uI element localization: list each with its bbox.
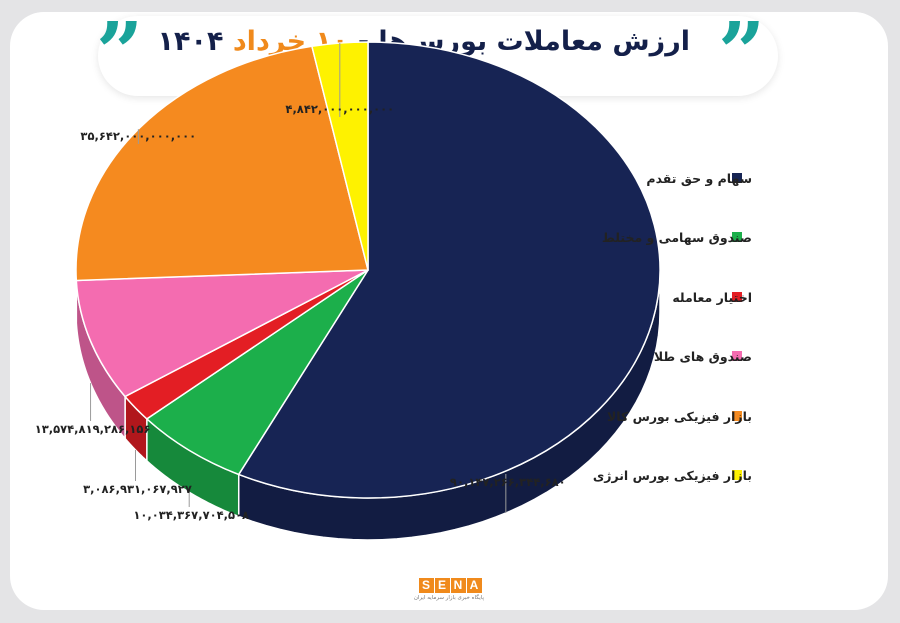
value-label-5: ۴,۸۴۲,۰۰۰,۰۰۰,۰۰۰ bbox=[285, 102, 394, 116]
pie-slices bbox=[75, 41, 661, 499]
legend-swatch-5 bbox=[732, 470, 742, 480]
value-label-2: ۳,۰۸۶,۹۳۱,۰۶۷,۹۲۷ bbox=[83, 482, 192, 496]
value-labels: ۹۰,۱۴۷,۲۶۶,۳۴۴,۶۸۰ ۱۰,۰۳۴,۳۶۷,۷۰۴,۵۰۸ ۳,۰۸… bbox=[35, 43, 566, 522]
quote-mark-left-icon: ” bbox=[96, 5, 144, 101]
legend-item-2: اختیار معامله bbox=[672, 290, 752, 305]
legend-item-4: بازار فیزیکی بورس کالا bbox=[607, 409, 752, 424]
legend-label-0: سهام و حق تقدم bbox=[646, 171, 752, 187]
legend-swatch-1 bbox=[732, 232, 742, 242]
logo-letter: E bbox=[434, 578, 450, 593]
legend-swatch-3 bbox=[732, 351, 742, 361]
legend-item-5: بازار فیزیکی بورس انرژی bbox=[593, 468, 752, 483]
legend-label-4: بازار فیزیکی بورس کالا bbox=[607, 409, 752, 424]
legend-swatch-2 bbox=[732, 292, 742, 302]
value-label-1: ۱۰,۰۳۴,۳۶۷,۷۰۴,۵۰۸ bbox=[133, 508, 249, 522]
legend-item-0: سهام و حق تقدم bbox=[646, 171, 752, 187]
legend-label-5: بازار فیزیکی بورس انرژی bbox=[593, 468, 752, 483]
pie-slice-3 bbox=[75, 269, 369, 398]
value-label-4: ۳۵,۶۴۲,۰۰۰,۰۰۰,۰۰۰ bbox=[80, 129, 196, 143]
legend: سهام و حق تقدم صندوق سهامی و مختلط اختیار … bbox=[593, 171, 752, 483]
legend-swatch-0 bbox=[732, 173, 742, 183]
legend-item-3: صندوق های طلا bbox=[654, 349, 752, 364]
logo-letter: N bbox=[450, 578, 466, 593]
logo-letter: S bbox=[418, 578, 434, 593]
pie-slice-0 bbox=[237, 41, 661, 499]
legend-swatch-4 bbox=[732, 411, 742, 421]
legend-item-1: صندوق سهامی و مختلط bbox=[602, 230, 752, 245]
title-year: ۱۴۰۴ bbox=[157, 26, 224, 57]
value-label-3: ۱۳,۵۷۴,۸۱۹,۲۸۶,۱۵۶ bbox=[35, 422, 151, 436]
pie-slice-1 bbox=[145, 269, 369, 476]
legend-label-2: اختیار معامله bbox=[672, 290, 752, 305]
legend-label-3: صندوق های طلا bbox=[654, 349, 752, 364]
quote-mark-right-icon: ” bbox=[718, 5, 766, 101]
value-label-0: ۹۰,۱۴۷,۲۶۶,۳۴۴,۶۸۰ bbox=[450, 475, 566, 489]
logo-letter: A bbox=[466, 578, 482, 593]
legend-label-1: صندوق سهامی و مختلط bbox=[602, 230, 752, 245]
logo-subtitle: پایگاه خبری بازار سرمایه ایران bbox=[413, 595, 484, 601]
